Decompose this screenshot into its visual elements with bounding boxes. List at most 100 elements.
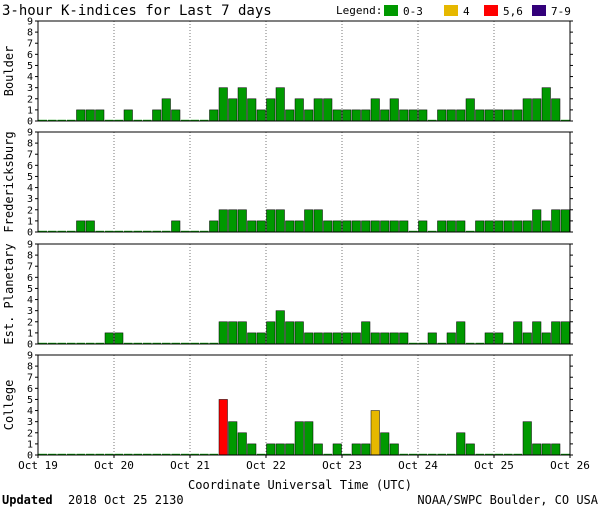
k-index-bar <box>551 321 561 345</box>
k-index-bar <box>522 332 532 345</box>
k-index-bar <box>266 209 276 233</box>
k-index-bar <box>38 342 47 344</box>
k-index-bar <box>200 119 209 121</box>
k-index-bar <box>285 443 295 456</box>
y-tick-label: 3 <box>27 194 33 205</box>
k-index-bar <box>133 230 142 232</box>
k-index-bar <box>351 332 361 345</box>
k-index-bar <box>162 230 171 232</box>
k-index-bar <box>67 342 76 344</box>
k-index-bar <box>494 332 504 345</box>
panel-frame <box>37 131 571 233</box>
x-tick-label: Oct 25 <box>474 459 514 472</box>
k-index-bar <box>86 453 95 455</box>
k-index-bar <box>190 119 199 121</box>
y-tick-label: 4 <box>27 72 33 83</box>
x-tick-label: Oct 24 <box>398 459 438 472</box>
k-index-bar <box>504 342 513 344</box>
k-index-bar <box>266 321 276 345</box>
k-index-bar <box>428 119 437 121</box>
k-index-bar <box>561 453 570 455</box>
k-index-bar <box>152 230 161 232</box>
k-index-bar <box>313 98 323 122</box>
k-index-bar <box>409 342 418 344</box>
k-index-bar <box>532 209 542 233</box>
k-index-bar <box>304 109 314 122</box>
k-index-bar <box>342 453 351 455</box>
k-index-bar <box>494 453 503 455</box>
k-index-bar <box>342 220 352 233</box>
k-index-bar <box>447 453 456 455</box>
k-index-bar <box>484 332 494 345</box>
legend-label: Legend: <box>336 4 382 17</box>
chart-title: 3-hour K-indices for Last 7 days <box>2 3 272 19</box>
legend: Legend: 0-3 4 5,6 7-9 <box>336 4 571 18</box>
k-index-bar <box>456 321 466 345</box>
k-index-bar <box>408 109 418 122</box>
y-tick-label: 0 <box>27 117 33 128</box>
k-index-bar <box>484 109 494 122</box>
k-index-bar <box>532 321 542 345</box>
k-index-bar <box>428 230 437 232</box>
y-tick-label: 6 <box>27 161 33 172</box>
k-index-bar <box>541 87 551 122</box>
k-index-bar <box>86 342 95 344</box>
k-index-bar <box>361 443 371 456</box>
k-index-bar <box>332 332 342 345</box>
k-index-bar <box>532 98 542 122</box>
k-index-bar <box>48 453 57 455</box>
k-index-bar <box>465 443 475 456</box>
y-tick-label: 8 <box>27 251 33 262</box>
updated-value: 2018 Oct 25 2130 <box>68 493 184 507</box>
y-tick-label: 2 <box>27 428 33 439</box>
x-tick-label: Oct 19 <box>18 459 58 472</box>
k-index-bar <box>361 109 371 122</box>
k-index-bar <box>275 87 285 122</box>
k-index-bar <box>85 220 95 233</box>
k-index-bar <box>466 342 475 344</box>
y-tick-label: 0 <box>27 451 33 462</box>
k-index-bar <box>399 332 409 345</box>
k-index-bar <box>67 453 76 455</box>
credit-text: NOAA/SWPC Boulder, CO USA <box>417 493 598 507</box>
k-index-bar <box>114 332 124 345</box>
k-index-bar <box>181 453 190 455</box>
k-index-bar <box>152 342 161 344</box>
y-tick-label: 5 <box>27 61 33 72</box>
k-index-bar <box>541 443 551 456</box>
k-index-bar <box>76 342 85 344</box>
k-index-bar <box>133 453 142 455</box>
k-index-bar <box>475 109 485 122</box>
k-index-bar <box>465 98 475 122</box>
k-index-bar <box>143 230 152 232</box>
k-index-bar <box>124 342 133 344</box>
y-tick-label: 1 <box>27 439 33 450</box>
k-index-bar <box>513 109 523 122</box>
panel-frame <box>37 20 571 122</box>
k-index-bar <box>351 220 361 233</box>
y-tick-label: 9 <box>27 351 33 362</box>
k-index-bar <box>95 230 104 232</box>
k-index-bar <box>437 109 447 122</box>
k-index-bar <box>561 119 570 121</box>
k-index-bar <box>560 209 570 233</box>
k-index-bar <box>541 220 551 233</box>
panel-name: Fredericksburg <box>2 131 16 232</box>
k-index-bar <box>551 98 561 122</box>
k-index-bar <box>466 230 475 232</box>
k-index-bar <box>209 453 218 455</box>
k-index-bar <box>446 332 456 345</box>
k-index-bar <box>304 421 314 456</box>
k-index-bar <box>342 332 352 345</box>
k-index-bar <box>48 230 57 232</box>
y-tick-label: 7 <box>27 262 33 273</box>
k-index-bar <box>522 98 532 122</box>
k-index-bar <box>294 220 304 233</box>
y-tick-label: 3 <box>27 417 33 428</box>
k-index-bar <box>380 109 390 122</box>
y-tick-label: 7 <box>27 150 33 161</box>
k-index-bar <box>428 453 437 455</box>
chart-panels: 0123456789Boulder0123456789Fredericksbur… <box>2 17 573 462</box>
